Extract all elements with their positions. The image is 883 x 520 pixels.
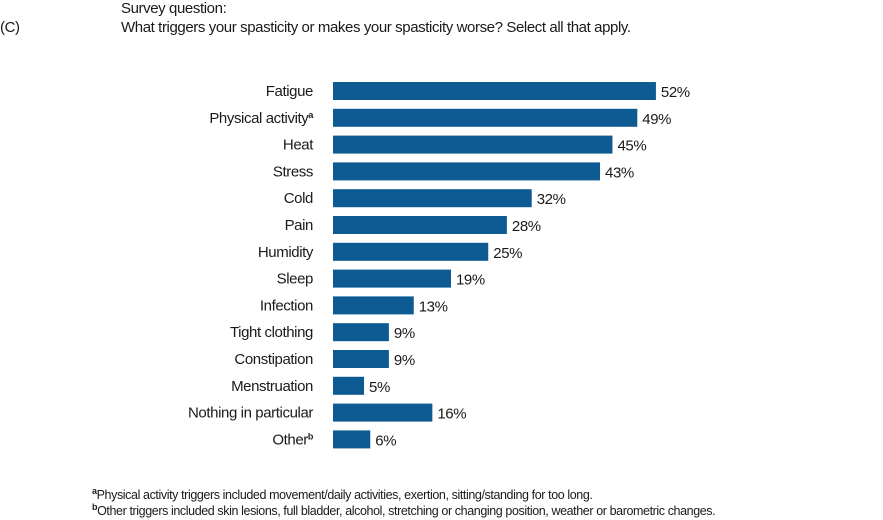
footnote-mark: b	[92, 502, 98, 512]
panel-label: (C)	[0, 19, 20, 36]
bar-infection	[333, 296, 414, 315]
value-label: 49%	[642, 111, 671, 128]
category-label: Infection	[260, 297, 313, 314]
value-label: 43%	[605, 164, 634, 181]
category-label: Tight clothing	[230, 324, 313, 341]
footnote-mark: a	[92, 486, 97, 496]
value-label: 45%	[617, 138, 646, 155]
chart-title: What triggers your spasticity or makes y…	[121, 19, 631, 36]
bar-stress	[333, 162, 601, 181]
value-label: 9%	[394, 325, 415, 342]
bar-pain	[333, 216, 507, 234]
category-label: Cold	[284, 190, 313, 207]
value-label: 52%	[661, 84, 690, 101]
category-label: Sleep	[277, 271, 313, 288]
bar-constipation	[333, 350, 389, 368]
bar-physical-activity	[333, 108, 638, 127]
category-label: Menstruation	[231, 378, 313, 395]
category-label: Nothing in particular	[188, 405, 313, 422]
value-label: 25%	[493, 245, 522, 262]
value-label: 5%	[369, 379, 390, 396]
footnote-text: Physical activity triggers included move…	[96, 488, 593, 503]
footnote-text: Other triggers included skin lesions, fu…	[97, 504, 716, 519]
category-label: Otherb	[272, 431, 314, 448]
value-label: 19%	[456, 272, 485, 289]
category-label: Stress	[273, 163, 313, 180]
value-label: 6%	[375, 432, 396, 449]
category-label: Physical activitya	[209, 110, 314, 127]
category-label: Heat	[283, 137, 314, 154]
bar-menstruation	[333, 376, 365, 395]
bar-tight-clothing	[333, 323, 389, 342]
footnote-b: bOther triggers included skin lesions, f…	[92, 502, 716, 519]
category-label: Pain	[285, 217, 313, 234]
category-label: Humidity	[258, 244, 314, 261]
survey-label: Survey question:	[121, 0, 227, 17]
bar-sleep	[333, 269, 451, 288]
value-label: 32%	[537, 191, 566, 208]
category-label: Fatigue	[266, 83, 313, 100]
value-label: 16%	[437, 406, 466, 423]
bar-fatigue	[333, 82, 656, 100]
bar-heat	[333, 135, 613, 154]
bar-humidity	[333, 242, 489, 261]
bar-other	[333, 430, 371, 449]
value-label: 13%	[419, 298, 448, 315]
category-label: Constipation	[234, 351, 313, 368]
value-label: 28%	[512, 218, 541, 235]
value-label: 9%	[394, 352, 415, 369]
bar-cold	[333, 189, 532, 208]
bar-nothing-in-particular	[333, 403, 433, 422]
footnote-a: aPhysical activity triggers included mov…	[92, 486, 593, 503]
